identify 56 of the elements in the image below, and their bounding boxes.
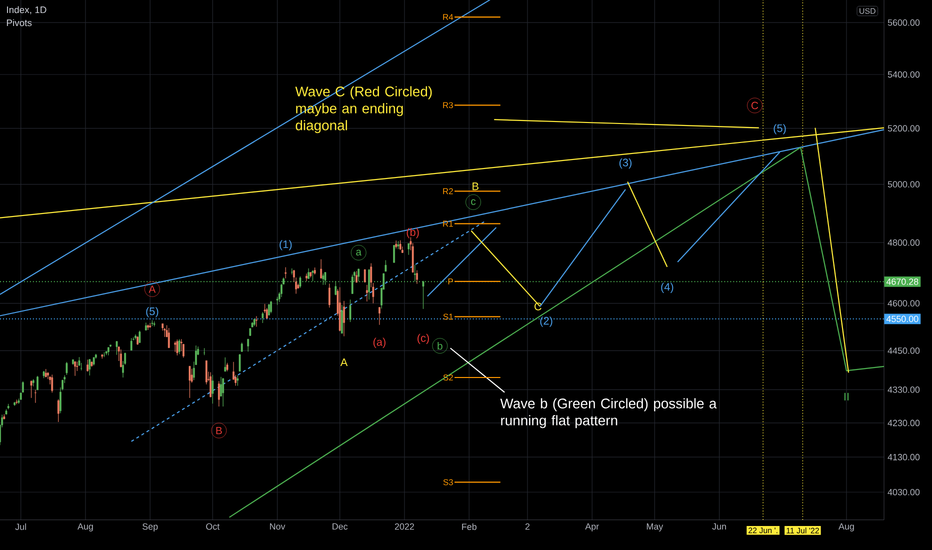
x-tick-label: Apr [585, 523, 599, 532]
x-tick-label: Aug [838, 523, 854, 532]
y-tick-label: 4800.00 [888, 239, 920, 246]
x-tick-label: Jun [712, 523, 726, 530]
annotation: (4) [661, 282, 674, 293]
y-tick-label: 5400.00 [888, 71, 920, 78]
annotation: a [356, 250, 362, 256]
y-tick-label: 5600.00 [888, 19, 920, 26]
x-tick-label: Jul [15, 523, 26, 530]
y-tick-label: 4130.00 [888, 454, 920, 460]
series-label: S2 [443, 374, 453, 381]
x-tick-label: 2022 [394, 523, 414, 530]
annotation: (b) [406, 228, 419, 238]
y-tick-label: 4600.00 [888, 300, 920, 306]
series-label: P [448, 278, 453, 284]
annotation: (5) [146, 307, 158, 318]
y-tick-label: 5200.00 [888, 125, 920, 132]
series-label: R2 [443, 188, 453, 194]
x-tick-label: Feb [462, 523, 476, 530]
annotation: (5) [774, 124, 786, 134]
y-tick-label: 4330.00 [888, 386, 920, 393]
annotation: Wave b (Green Circled) possible a running flat pattern [500, 398, 717, 428]
text: Pivots [6, 19, 32, 26]
x-tick-label: Oct [206, 523, 220, 530]
x-tick-label: May [646, 523, 664, 532]
y-tick-label: 4030.00 [888, 488, 920, 496]
annotation: (c) [418, 334, 429, 344]
x-tick-label: 2 [525, 523, 530, 530]
text: Index, 1D [7, 6, 46, 14]
annotation: c [471, 199, 476, 206]
y-tick-label: 4230.00 [888, 420, 920, 426]
annotation: (a) [373, 338, 386, 348]
series-label: S1 [443, 314, 453, 320]
series-label: R3 [443, 102, 453, 108]
annotation: (3) [619, 158, 632, 169]
annotation: B [472, 182, 478, 190]
annotation: b [438, 342, 442, 350]
annotation: C [752, 102, 758, 110]
ref-line-label: 4670.28 [886, 278, 918, 285]
series-label: R4 [443, 14, 454, 20]
annotation: B [216, 426, 222, 434]
series-label: R1 [443, 220, 453, 227]
x-tick-label: Aug [78, 523, 93, 532]
y-tick-label: 4450.00 [888, 347, 920, 354]
annotation: (1) [280, 240, 292, 250]
annotation: C [534, 302, 542, 310]
series-label: S3 [443, 479, 453, 486]
x-tick-label: Nov [270, 523, 286, 530]
y-tick-label: 5000.00 [888, 181, 920, 188]
annotation: II [844, 392, 849, 400]
annotation: (2) [540, 316, 552, 327]
annotation: A [148, 286, 156, 293]
x-tick-label: Dec [332, 523, 348, 530]
ref-line-label: 4550.00 [886, 316, 918, 322]
annotation: A [340, 358, 348, 366]
x-tick-label: Sep [142, 523, 158, 532]
